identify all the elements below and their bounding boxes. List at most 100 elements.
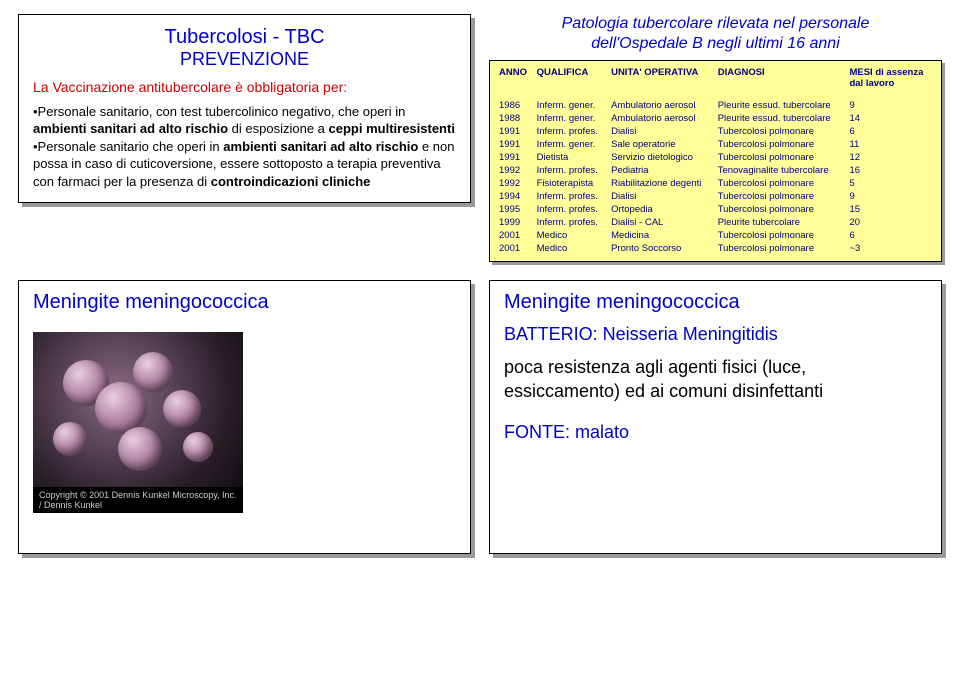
tbc-bullet-1: •Personale sanitario, con test tubercoli…: [33, 103, 456, 138]
panel-meningite-left: Meningite meningococcica Copyright © 200…: [18, 280, 471, 554]
table-cell: Inferm. profes.: [534, 203, 608, 216]
tbc-red-line: La Vaccinazione antitubercolare è obblig…: [33, 79, 456, 95]
meningite-title-left: Meningite meningococcica: [33, 291, 456, 314]
table-row: 1991DietistaServizio dietologicoTubercol…: [496, 151, 935, 164]
table-cell: Ambulatorio aerosol: [608, 99, 715, 112]
table-cell: Sale operatorie: [608, 138, 715, 151]
table-cell: Dialisi: [608, 125, 715, 138]
table-cell: Inferm. gener.: [534, 99, 608, 112]
table-cell: Pleurite tubercolare: [715, 216, 847, 229]
table-cell: ~3: [846, 242, 935, 255]
microscopy-image: [33, 332, 243, 487]
th-mesi-l1: MESI di assenza: [849, 67, 932, 78]
b2-bold1: ambienti sanitari ad alto rischio: [223, 139, 418, 154]
b1-mid: di esposizione a: [228, 121, 328, 136]
image-copyright: Copyright © 2001 Dennis Kunkel Microscop…: [33, 487, 243, 513]
tbc-body: •Personale sanitario, con test tubercoli…: [33, 103, 456, 191]
table-cell: Medico: [534, 229, 608, 242]
table-row: 2001MedicoMedicinaTubercolosi polmonare6: [496, 229, 935, 242]
micro-image-wrap: Copyright © 2001 Dennis Kunkel Microscop…: [33, 332, 456, 513]
table-cell: Pleurite essud. tubercolare: [715, 112, 847, 125]
table-cell: Fisioterapista: [534, 177, 608, 190]
batterio-line: BATTERIO: Neisseria Meningitidis: [504, 324, 927, 345]
box-meningite-right: Meningite meningococcica BATTERIO: Neiss…: [489, 280, 942, 554]
table-cell: 11: [846, 138, 935, 151]
table-cell: Ambulatorio aerosol: [608, 112, 715, 125]
table-cell: 1999: [496, 216, 534, 229]
table-row: 1992Inferm. profes.PediatriaTenovaginali…: [496, 164, 935, 177]
table-cell: Ortopedia: [608, 203, 715, 216]
table-cell: Tubercolosi polmonare: [715, 151, 847, 164]
table-cell: 12: [846, 151, 935, 164]
table-cell: 5: [846, 177, 935, 190]
table-cell: Inferm. gener.: [534, 138, 608, 151]
table-cell: Dietista: [534, 151, 608, 164]
table-cell: Tubercolosi polmonare: [715, 177, 847, 190]
table-cell: Dialisi: [608, 190, 715, 203]
b2-pre: •Personale sanitario che operi in: [33, 139, 223, 154]
table-cell: Inferm. profes.: [534, 125, 608, 138]
table-row: 2001MedicoPronto SoccorsoTubercolosi pol…: [496, 242, 935, 255]
box-meningite-left: Meningite meningococcica Copyright © 200…: [18, 280, 471, 554]
table-cell: Tubercolosi polmonare: [715, 242, 847, 255]
patologia-table: ANNO QUALIFICA UNITA' OPERATIVA DIAGNOSI…: [496, 65, 935, 255]
table-cell: 1991: [496, 138, 534, 151]
table-row: 1999Inferm. profes.Dialisi - CALPleurite…: [496, 216, 935, 229]
table-cell: Pronto Soccorso: [608, 242, 715, 255]
panel-meningite-right: Meningite meningococcica BATTERIO: Neiss…: [489, 280, 942, 554]
tbc-heading: Tubercolosi - TBC PREVENZIONE: [33, 25, 456, 71]
box-tbc: Tubercolosi - TBC PREVENZIONE La Vaccina…: [18, 14, 471, 203]
th-qualifica: QUALIFICA: [534, 65, 608, 91]
b1-bold2: ceppi multiresistenti: [329, 121, 455, 136]
panel-patologia: Patologia tubercolare rilevata nel perso…: [489, 14, 942, 262]
th-mesi-l2: dal lavoro: [849, 78, 932, 89]
th-unita: UNITA' OPERATIVA: [608, 65, 715, 91]
th-mesi: MESI di assenza dal lavoro: [846, 65, 935, 91]
table-cell: Tubercolosi polmonare: [715, 125, 847, 138]
table-cell: Inferm. gener.: [534, 112, 608, 125]
table-row: 1991Inferm. profes.DialisiTubercolosi po…: [496, 125, 935, 138]
table-cell: Inferm. profes.: [534, 164, 608, 177]
table-cell: 1992: [496, 164, 534, 177]
table-cell: Tubercolosi polmonare: [715, 203, 847, 216]
table-row: 1992FisioterapistaRiabilitazione degenti…: [496, 177, 935, 190]
table-cell: Tubercolosi polmonare: [715, 190, 847, 203]
table-cell: Riabilitazione degenti: [608, 177, 715, 190]
th-diagnosi: DIAGNOSI: [715, 65, 847, 91]
table-cell: 14: [846, 112, 935, 125]
table-cell: 9: [846, 99, 935, 112]
table-cell: Tubercolosi polmonare: [715, 229, 847, 242]
table-row: 1991Inferm. gener.Sale operatorieTuberco…: [496, 138, 935, 151]
table-cell: 2001: [496, 229, 534, 242]
table-cell: 6: [846, 229, 935, 242]
b1-bold1: ambienti sanitari ad alto rischio: [33, 121, 228, 136]
table-cell: 1991: [496, 125, 534, 138]
table-cell: Pediatria: [608, 164, 715, 177]
table-cell: 1995: [496, 203, 534, 216]
table-cell: 6: [846, 125, 935, 138]
table-cell: Pleurite essud. tubercolare: [715, 99, 847, 112]
b2-bold2: controindicazioni cliniche: [211, 174, 371, 189]
resistenza-body: poca resistenza agli agenti fisici (luce…: [504, 355, 927, 404]
table-cell: 2001: [496, 242, 534, 255]
table-cell: 20: [846, 216, 935, 229]
patologia-tbody: 1986Inferm. gener.Ambulatorio aerosolPle…: [496, 99, 935, 255]
table-cell: Medicina: [608, 229, 715, 242]
table-row: 1988Inferm. gener.Ambulatorio aerosolPle…: [496, 112, 935, 125]
table-spacer-row: [496, 91, 935, 99]
table-cell: 9: [846, 190, 935, 203]
patologia-title: Patologia tubercolare rilevata nel perso…: [489, 14, 942, 54]
table-cell: Tubercolosi polmonare: [715, 138, 847, 151]
table-row: 1995Inferm. profes.OrtopediaTubercolosi …: [496, 203, 935, 216]
tbc-title-1: Tubercolosi - TBC: [33, 25, 456, 49]
pat-title-line2: dell'Ospedale B negli ultimi 16 anni: [489, 34, 942, 54]
tbc-bullet-2: •Personale sanitario che operi in ambien…: [33, 138, 456, 191]
patologia-table-wrap: ANNO QUALIFICA UNITA' OPERATIVA DIAGNOSI…: [489, 60, 942, 262]
table-cell: Dialisi - CAL: [608, 216, 715, 229]
b1-pre: •Personale sanitario, con test tubercoli…: [33, 104, 405, 119]
tbc-title-2: PREVENZIONE: [33, 49, 456, 71]
table-cell: 1994: [496, 190, 534, 203]
table-cell: Servizio dietologico: [608, 151, 715, 164]
meningite-title-right: Meningite meningococcica: [504, 291, 927, 314]
table-header-row: ANNO QUALIFICA UNITA' OPERATIVA DIAGNOSI…: [496, 65, 935, 91]
